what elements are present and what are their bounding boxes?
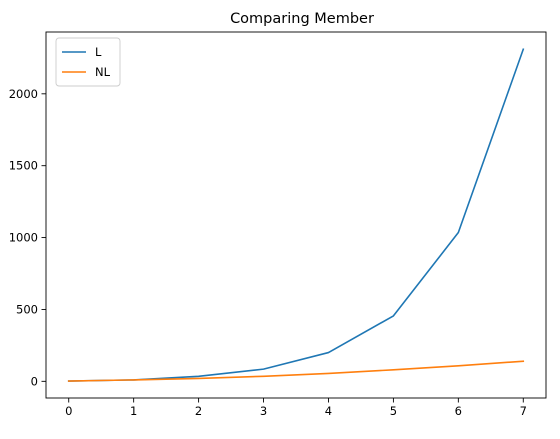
x-tick-label: 2 — [195, 404, 202, 418]
legend-box — [55, 37, 121, 87]
y-tick-label: 1000 — [9, 231, 38, 245]
legend: L NL — [55, 37, 121, 87]
x-tick-label: 3 — [260, 404, 267, 418]
legend-label-l: L — [95, 45, 102, 59]
y-tick-label: 0 — [31, 374, 38, 388]
x-tick-label: 0 — [65, 404, 72, 418]
y-tick-label: 500 — [16, 302, 38, 316]
axes: 0 1 2 3 4 5 6 7 0 500 1000 1500 2000 — [9, 31, 547, 418]
legend-label-nl: NL — [95, 65, 111, 79]
x-tick-label: 1 — [130, 404, 137, 418]
chart-title: Comparing Member — [230, 11, 374, 27]
x-tick-label: 6 — [455, 404, 462, 418]
y-tick-label: 2000 — [9, 87, 38, 101]
x-tick-label: 4 — [325, 404, 332, 418]
x-tick-label: 5 — [390, 404, 397, 418]
x-tick-label: 7 — [520, 404, 527, 418]
plot-area — [67, 48, 525, 382]
series-line-l — [67, 48, 525, 382]
y-tick-label: 1500 — [9, 159, 38, 173]
series-line-nl — [67, 360, 525, 382]
axes-frame — [45, 31, 547, 399]
